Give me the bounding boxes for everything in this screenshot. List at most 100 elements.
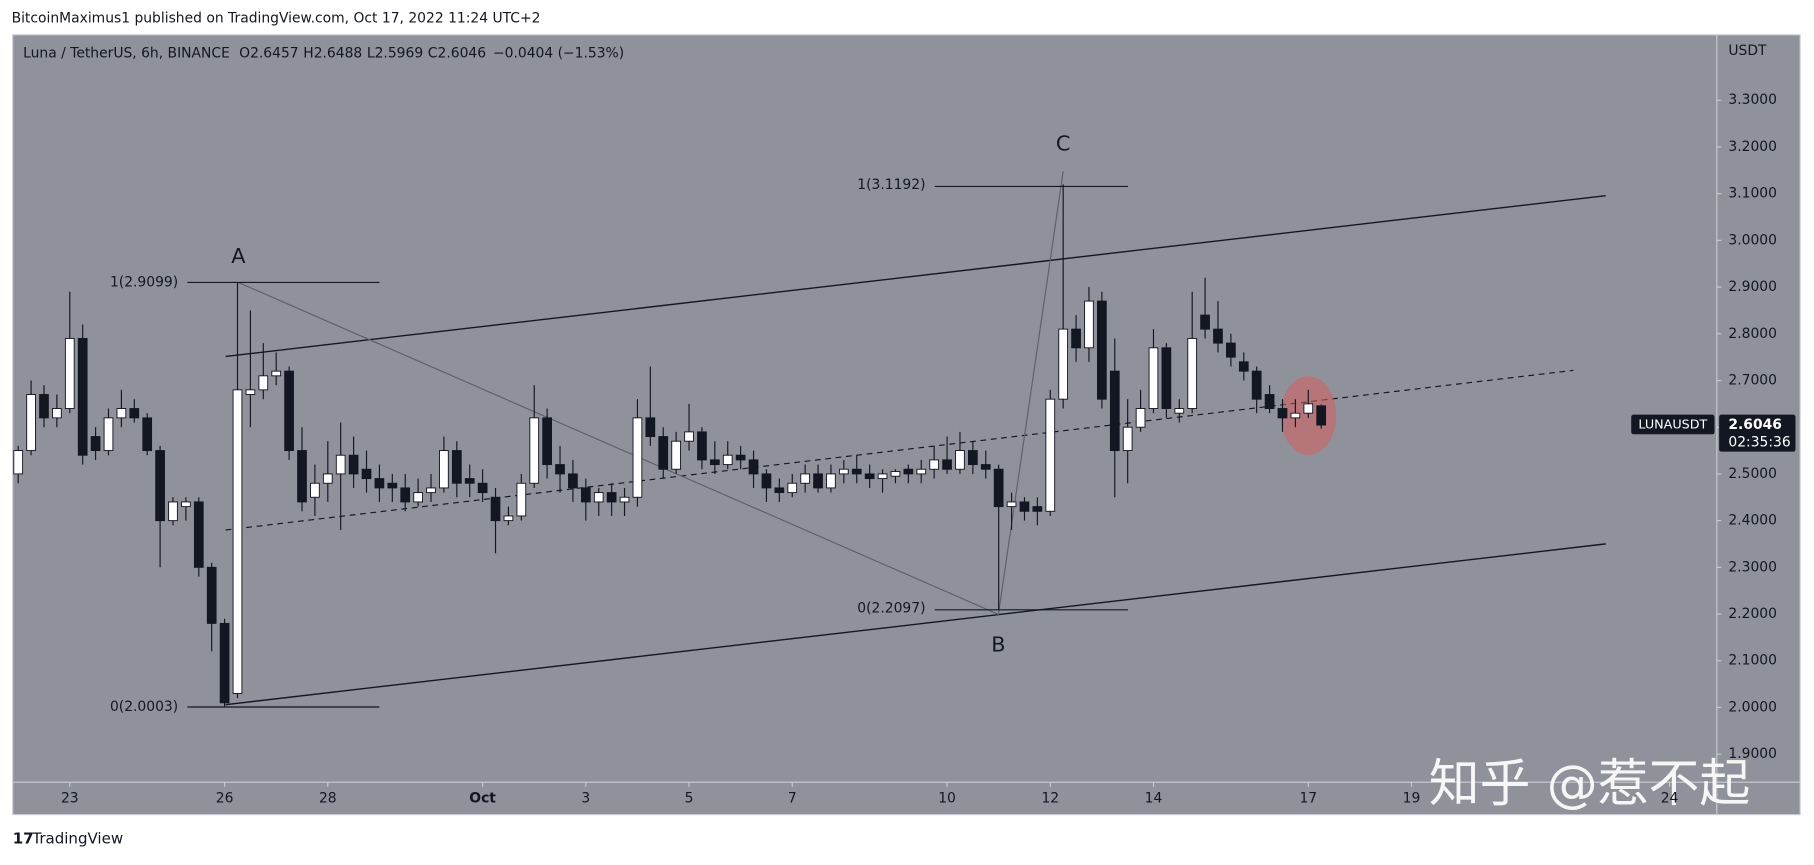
wave-label: B: [991, 633, 1005, 657]
candle-body: [774, 487, 785, 494]
candle-body: [1148, 347, 1159, 409]
candle-body: [142, 417, 153, 452]
fib-label: 0(2.0003): [110, 699, 178, 715]
candle-body: [1303, 403, 1314, 414]
candle-body: [632, 417, 643, 498]
x-tick-label: 24: [1661, 790, 1679, 806]
candles: [13, 184, 1327, 708]
candle-body: [580, 487, 591, 503]
x-tick-label: 19: [1403, 790, 1421, 806]
candle-body: [516, 482, 527, 517]
channel-top: [225, 194, 1606, 358]
candle-body: [838, 468, 849, 475]
candle-body: [116, 408, 127, 419]
y-tick-label: 3.0000: [1728, 232, 1777, 248]
x-tick-label: 17: [1299, 790, 1317, 806]
fib-label: 0(2.2097): [857, 601, 925, 617]
ohlc-letter: H: [303, 45, 313, 61]
candle-body: [968, 450, 978, 466]
candle-body: [335, 454, 346, 475]
drawings: [187, 171, 1606, 708]
abc-path: [238, 171, 1064, 616]
candle-body: [1097, 300, 1107, 400]
candle-body: [90, 436, 101, 452]
candle-body: [322, 473, 333, 484]
candle-body: [555, 464, 565, 475]
candle-body: [1058, 328, 1069, 400]
ohlc-value: 2.6457: [250, 45, 299, 61]
candle-body: [903, 468, 914, 475]
candle-body: [800, 473, 811, 484]
candle-body: [232, 389, 243, 694]
channel-mid: [225, 369, 1574, 531]
candle-body: [413, 492, 423, 503]
candle-body: [619, 496, 630, 503]
candle-body: [1084, 300, 1094, 349]
candle-body: [439, 450, 449, 489]
ohlc-value: 2.5969: [375, 45, 424, 61]
candle-body: [271, 370, 282, 377]
candle-body: [1122, 426, 1133, 452]
candle-body: [26, 394, 36, 452]
candle-body: [980, 464, 991, 470]
fib-label: 1(3.1192): [857, 177, 925, 193]
candle-body: [916, 468, 927, 475]
candle-body: [684, 431, 694, 442]
candle-body: [813, 473, 823, 489]
candle-body: [1187, 337, 1198, 409]
candle-body: [464, 478, 475, 484]
y-tick-label: 3.2000: [1728, 139, 1777, 155]
candle-body: [1135, 408, 1146, 428]
candle-body: [64, 337, 75, 409]
candle-body: [1316, 405, 1327, 426]
y-tick-label: 2.9000: [1728, 279, 1777, 295]
candle-body: [1006, 501, 1017, 508]
candle-body: [284, 370, 294, 452]
y-tick-label: 1.9000: [1728, 746, 1777, 762]
x-tick-label: 12: [1041, 790, 1059, 806]
candle-body: [258, 375, 269, 391]
axis-unit: USDT: [1728, 43, 1767, 59]
candle-body: [400, 487, 411, 503]
x-tick-label: 7: [788, 790, 797, 806]
watermark: 知乎 @惹不起: [1429, 755, 1751, 814]
candle-body: [310, 482, 320, 498]
candle-body: [168, 501, 178, 522]
candle-body: [1277, 408, 1288, 419]
candle-body: [1174, 408, 1185, 414]
candle-body: [993, 468, 1004, 508]
candle-body: [451, 450, 462, 484]
candle-body: [193, 501, 204, 568]
candle-body: [490, 496, 501, 522]
candle-body: [426, 487, 436, 494]
x-tick-label: 23: [61, 790, 79, 806]
candle-body: [593, 492, 604, 503]
wave-label: C: [1056, 132, 1071, 156]
channel-bottom: [225, 543, 1606, 706]
fib-label: 1(2.9099): [110, 274, 178, 290]
candle-body: [1161, 347, 1172, 409]
publish-info: BitcoinMaximus1 published on TradingView…: [12, 11, 541, 27]
x-tick-label: 26: [216, 790, 234, 806]
candle-body: [297, 450, 307, 503]
y-tick-label: 3.1000: [1728, 186, 1777, 202]
x-tick-label: 5: [685, 790, 694, 806]
candle-body: [826, 473, 836, 489]
x-tick-label: 14: [1145, 790, 1163, 806]
y-tick-label: 2.0000: [1728, 699, 1777, 715]
countdown: 02:35:36: [1728, 434, 1790, 450]
price-tag-value: 2.6046: [1728, 417, 1782, 433]
candle-body: [709, 459, 720, 466]
candle-body: [13, 450, 24, 475]
y-tick-label: 2.1000: [1728, 653, 1777, 669]
candle-body: [477, 482, 488, 494]
candle-body: [761, 473, 772, 489]
candle-body: [77, 337, 88, 456]
candle-body: [361, 468, 372, 480]
x-tick-label: 3: [581, 790, 590, 806]
candle-body: [155, 450, 165, 522]
symbol-legend: Luna / TetherUS, 6h, BINANCE O2.6457 H2.64…: [23, 45, 624, 61]
ohlc-letter: L: [367, 45, 375, 61]
y-tick-label: 2.7000: [1728, 372, 1777, 388]
candle-body: [851, 468, 862, 475]
